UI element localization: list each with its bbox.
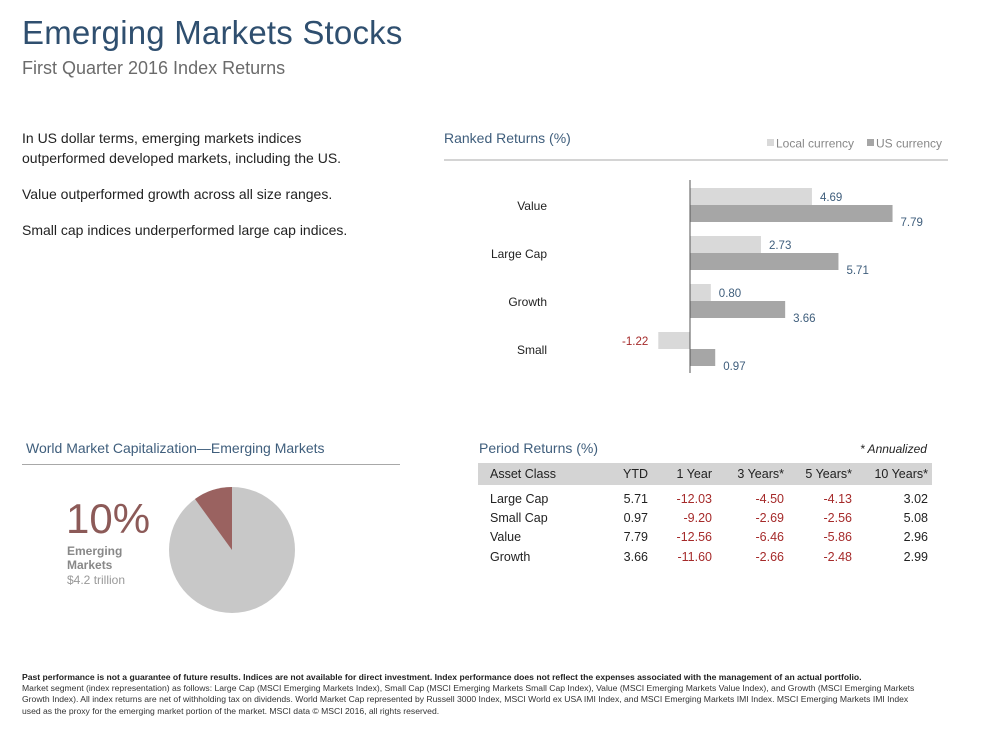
header-asset-class: Asset Class	[478, 463, 592, 485]
return-cell: 3.02	[903, 491, 928, 506]
return-cell: -2.69	[755, 510, 785, 525]
bar-local-value: 0.80	[719, 288, 741, 300]
table-row: Value 7.79 -12.56 -6.46 -5.86 2.96	[478, 528, 932, 548]
bar-us	[690, 253, 839, 270]
legend-local-label: Local currency	[776, 137, 854, 151]
asset-class-cell: Growth	[490, 549, 531, 564]
asset-class-cell: Small Cap	[490, 510, 548, 525]
bar-local	[690, 284, 711, 301]
key-point-2: Value outperformed growth across all siz…	[22, 186, 333, 202]
legend-us-label: US currency	[876, 137, 942, 151]
em-percent: 10%	[66, 495, 151, 542]
em-label: Emerging Markets	[67, 544, 147, 572]
world-cap-pie	[169, 487, 295, 613]
bar-local-value: 2.73	[769, 240, 791, 252]
disclaimer-bold: Past performance is not a guarantee of f…	[22, 672, 862, 682]
asset-class-cell: Large Cap	[490, 491, 549, 506]
return-cell: -9.20	[683, 510, 713, 525]
header-ytd: YTD	[592, 463, 652, 485]
return-cell: 2.99	[903, 549, 928, 564]
em-label-line1: Emerging	[67, 544, 123, 558]
return-cell: -12.56	[676, 530, 712, 545]
header-3-years: 3 Years*	[716, 463, 788, 485]
bar-us	[690, 205, 893, 222]
asset-class-cell: Value	[490, 530, 522, 545]
return-cell: -4.50	[755, 491, 785, 506]
header-10-years: 10 Years*	[856, 463, 932, 485]
world-cap-rule	[22, 464, 400, 465]
bar-local	[690, 236, 761, 253]
page-subtitle: First Quarter 2016 Index Returns	[22, 58, 286, 78]
disclaimer-text: Market segment (index representation) as…	[22, 683, 915, 716]
return-cell: 7.79	[623, 530, 648, 545]
legend-us-swatch	[867, 139, 874, 146]
bar-local-value: -1.22	[622, 336, 648, 348]
period-returns-table: Asset Class YTD 1 Year 3 Years* 5 Years*…	[478, 463, 932, 567]
table-row: Growth 3.66 -11.60 -2.66 -2.48 2.99	[478, 547, 932, 567]
return-cell: -5.86	[823, 530, 853, 545]
key-point-1: In US dollar terms, emerging markets ind…	[22, 130, 342, 166]
return-cell: 0.97	[623, 510, 648, 525]
table-row: Small Cap 0.97 -9.20 -2.69 -2.56 5.08	[478, 508, 932, 528]
bar-local	[690, 188, 812, 205]
return-cell: -12.03	[676, 491, 712, 506]
bar-us	[690, 349, 716, 366]
table-header-row: Asset Class YTD 1 Year 3 Years* 5 Years*…	[478, 463, 932, 485]
return-cell: -2.66	[755, 549, 785, 564]
return-cell: 2.96	[903, 530, 928, 545]
return-cell: -4.13	[823, 491, 853, 506]
category-label: Small	[517, 343, 547, 357]
return-cell: -6.46	[755, 530, 785, 545]
ranked-bars: Value 4.69 7.79 Large Cap 2.73 5.71 Growth 0.80…	[491, 180, 923, 373]
return-cell: 3.66	[623, 549, 648, 564]
bar-us-value: 5.71	[846, 265, 868, 277]
category-label: Value	[517, 199, 547, 213]
return-cell: -11.60	[677, 549, 712, 564]
bar-us-value: 7.79	[901, 217, 923, 229]
ranked-returns-title: Ranked Returns (%)	[444, 130, 571, 146]
key-point-3: Small cap indices underperformed large c…	[22, 222, 348, 238]
bar-us-value: 0.97	[723, 361, 745, 373]
world-cap-title: World Market Capitalization—Emerging Mar…	[26, 440, 325, 456]
disclaimer: Past performance is not a guarantee of f…	[22, 672, 922, 717]
period-returns-title: Period Returns (%)	[479, 440, 599, 456]
key-points: In US dollar terms, emerging markets ind…	[22, 128, 422, 256]
page-title: Emerging Markets Stocks	[22, 14, 403, 51]
ranked-returns-chart: Ranked Returns (%) Local currency US cur…	[444, 130, 948, 373]
category-label: Growth	[508, 295, 547, 309]
annualized-note: * Annualized	[860, 442, 927, 456]
pie-slice-emerging	[194, 487, 232, 550]
em-label-line2: Markets	[67, 558, 113, 572]
table-row: Large Cap 5.71 -12.03 -4.50 -4.13 3.02	[478, 485, 932, 508]
return-cell: -2.56	[823, 510, 853, 525]
legend-local-swatch	[767, 139, 774, 146]
return-cell: 5.71	[623, 491, 648, 506]
bar-local-value: 4.69	[820, 192, 842, 204]
header-5-years: 5 Years*	[788, 463, 856, 485]
em-amount: $4.2 trillion	[67, 573, 126, 587]
return-cell: 5.08	[903, 510, 928, 525]
return-cell: -2.48	[823, 549, 853, 564]
bar-local	[658, 332, 690, 349]
header-1-year: 1 Year	[652, 463, 716, 485]
category-label: Large Cap	[491, 247, 547, 261]
bar-us-value: 3.66	[793, 313, 815, 325]
bar-us	[690, 301, 786, 318]
